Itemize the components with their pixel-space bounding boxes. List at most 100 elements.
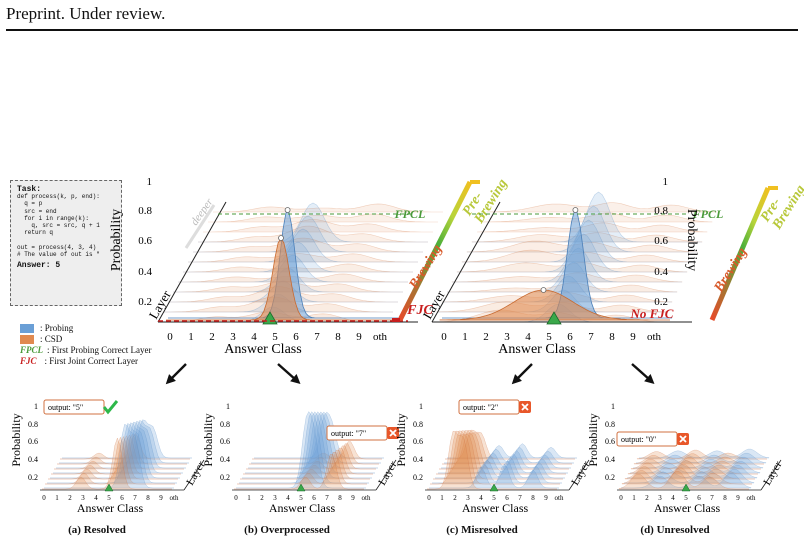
down-arrow xyxy=(277,363,297,381)
x-tick-label: 0 xyxy=(619,494,623,502)
y-tick-label: 1 xyxy=(611,402,615,411)
x-axis-label: Answer Class xyxy=(77,501,144,515)
y-tick-label: 1 xyxy=(34,402,38,411)
x-tick-label: 5 xyxy=(684,494,688,502)
task-title: Task: xyxy=(17,185,42,194)
answer-marker xyxy=(104,483,114,492)
x-tick-label: 4 xyxy=(286,494,290,502)
x-tick-label: 0 xyxy=(167,331,173,343)
panel-3: 0.2 0.4 0.6 0.8 1 Probability 0 1 2 3 4 5 6 7 8 9 oth Ans… xyxy=(394,399,593,515)
x-tick-label: 9 xyxy=(630,331,636,343)
y-tick-label: 0.4 xyxy=(28,455,38,464)
probing-swatch xyxy=(20,324,34,333)
csd-swatch xyxy=(20,335,34,344)
x-tick-label: 8 xyxy=(335,331,341,343)
prebrewing-label: Pre-Brewing xyxy=(758,175,804,233)
x-tick-label: 9 xyxy=(351,494,355,502)
x-tick-label: 4 xyxy=(251,331,257,343)
csd-point xyxy=(278,235,284,241)
y-tick-label: 0.4 xyxy=(654,266,668,278)
arrow-head xyxy=(644,374,655,384)
y-tick-label: 0.6 xyxy=(654,235,668,247)
y-tick-label: 0.6 xyxy=(138,235,152,247)
down-arrow xyxy=(515,363,533,381)
arrow-head xyxy=(165,374,176,385)
x-tick-label: 1 xyxy=(632,494,636,502)
x-tick-label: 1 xyxy=(55,494,59,502)
y-tick-label: 0.2 xyxy=(605,473,615,482)
y-tick-label: 0.6 xyxy=(28,437,38,446)
y-axis-label: Probability xyxy=(394,413,408,466)
x-axis-label: Answer Class xyxy=(654,501,721,515)
fjc-label: FJC xyxy=(406,303,433,318)
prebrewing-label: Pre-Brewing xyxy=(460,169,511,227)
x-tick-label: 8 xyxy=(531,494,535,502)
answer-value: 5 xyxy=(55,261,61,271)
fpcl-point xyxy=(572,207,579,213)
x-tick-label: 2 xyxy=(68,494,72,502)
legend-fjc-text: : First Joint Correct Layer xyxy=(44,356,138,366)
task-box: Task: def process(k, p, end): q = p src =… xyxy=(10,180,122,306)
x-tick-label: 2 xyxy=(260,494,264,502)
y-tick-label: 0.8 xyxy=(605,420,615,429)
x-tick-label: 9 xyxy=(159,494,163,502)
legend-fpcl-abbr: FPCL xyxy=(20,345,44,355)
layer-axis xyxy=(157,201,227,323)
x-axis-label: Answer Class xyxy=(269,501,336,515)
arrow-head xyxy=(511,374,522,385)
csd-peak xyxy=(439,289,670,321)
y-tick-label: 1 xyxy=(663,176,669,188)
panel-1: 0.2 0.4 0.6 0.8 1 Probability 0 1 2 3 4 5 6 7 8 9 oth Ans… xyxy=(9,399,208,515)
right-y-axis: 0.2 0.4 0.6 0.8 1 Probability xyxy=(654,176,699,308)
y-axis-label: Probability xyxy=(9,413,23,466)
output-label: output: "2" xyxy=(463,403,498,412)
x-tick-label: oth xyxy=(362,494,371,502)
output-label: output: "7" xyxy=(331,429,366,438)
legend-csd-label: : CSD xyxy=(40,334,63,344)
y-tick-label: 1 xyxy=(419,402,423,411)
y-tick-label: 0.8 xyxy=(654,205,668,217)
x-tick-label: 5 xyxy=(546,331,552,343)
legend-fpcl-text: : First Probing Correct Layer xyxy=(47,345,152,355)
fpcl-point xyxy=(284,207,291,213)
down-arrow xyxy=(631,363,651,381)
brewing-bar xyxy=(709,187,771,321)
x-tick-label: 3 xyxy=(658,494,662,502)
y-tick-label: 1 xyxy=(147,176,153,188)
arrows xyxy=(165,363,655,385)
panel-4: 0.2 0.4 0.6 0.8 1 Probability 0 1 2 3 4 5 6 7 8 9 oth Ans… xyxy=(586,402,785,515)
answer-label: Answer: xyxy=(17,261,51,271)
x-tick-label: 4 xyxy=(671,494,675,502)
x-tick-label: 8 xyxy=(723,494,727,502)
panel-caption: (d) Unresolved xyxy=(640,524,710,536)
x-tick-label: oth xyxy=(747,494,756,502)
legend: : Probing : CSD FPCL: First Probing Corr… xyxy=(20,323,152,367)
down-arrow xyxy=(169,363,187,381)
layer-axis xyxy=(375,459,397,491)
y-tick-label: 0.4 xyxy=(605,455,615,464)
x-tick-label: oth xyxy=(373,331,388,343)
y-axis-label: Probability xyxy=(586,413,600,466)
output-label: output: "5" xyxy=(48,403,83,412)
layer-axis xyxy=(431,201,501,323)
y-tick-label: 0.8 xyxy=(413,420,423,429)
answer-marker xyxy=(681,483,691,492)
y-tick-label: 0.6 xyxy=(413,437,423,446)
y-tick-label: 1 xyxy=(226,402,230,411)
x-tick-label: 2 xyxy=(645,494,649,502)
x-tick-label: 1 xyxy=(440,494,444,502)
x-tick-label: 9 xyxy=(736,494,740,502)
x-tick-label: 5 xyxy=(299,494,303,502)
x-tick-label: 0 xyxy=(427,494,431,502)
y-tick-label: 0.4 xyxy=(413,455,423,464)
x-tick-label: 2 xyxy=(483,331,489,343)
brewing-label: Brewing xyxy=(711,245,750,295)
x-tick-label: 4 xyxy=(525,331,531,343)
x-tick-label: 5 xyxy=(107,494,111,502)
x-tick-label: 5 xyxy=(272,331,278,343)
x-tick-label: 6 xyxy=(697,494,701,502)
x-tick-label: 4 xyxy=(479,494,483,502)
x-tick-label: 3 xyxy=(466,494,470,502)
